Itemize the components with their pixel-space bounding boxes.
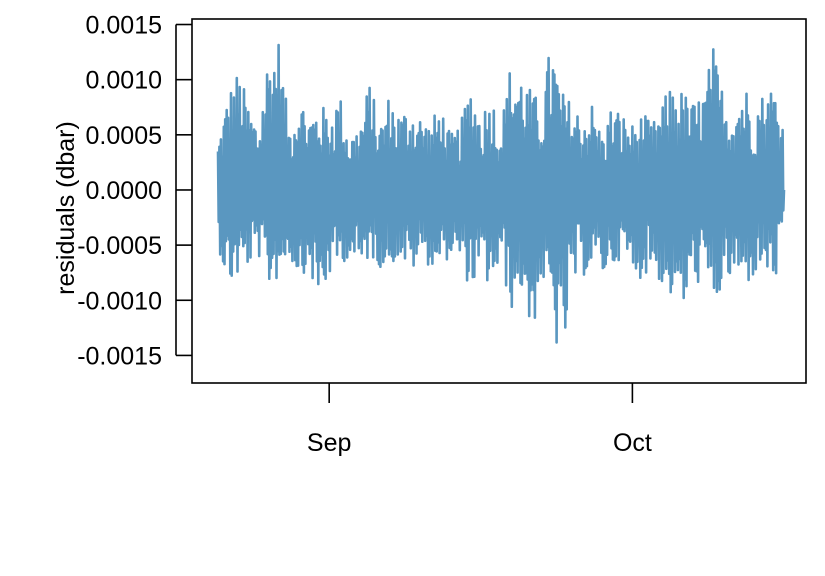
y-tick-label: -0.0015 xyxy=(77,342,162,370)
y-tick-label: -0.0010 xyxy=(77,287,162,315)
series-line xyxy=(216,43,786,344)
y-tick-label: 0.0005 xyxy=(86,122,162,150)
plot-frame xyxy=(191,18,807,384)
x-axis: Sep Oct xyxy=(307,383,652,457)
y-tick-label: 0.0000 xyxy=(86,177,162,205)
y-axis-title: residuals (dbar) xyxy=(52,121,80,295)
y-tick-label: -0.0005 xyxy=(77,232,162,260)
y-tick-label: 0.0015 xyxy=(86,12,162,40)
x-tick-label: Oct xyxy=(613,429,652,457)
x-tick-label: Sep xyxy=(307,429,351,457)
y-tick-label: 0.0010 xyxy=(86,67,162,95)
y-axis: 0.0015 0.0010 0.0005 0.0000 -0.0005 -0.0010 -0… xyxy=(77,12,192,370)
series-layer xyxy=(216,43,786,344)
